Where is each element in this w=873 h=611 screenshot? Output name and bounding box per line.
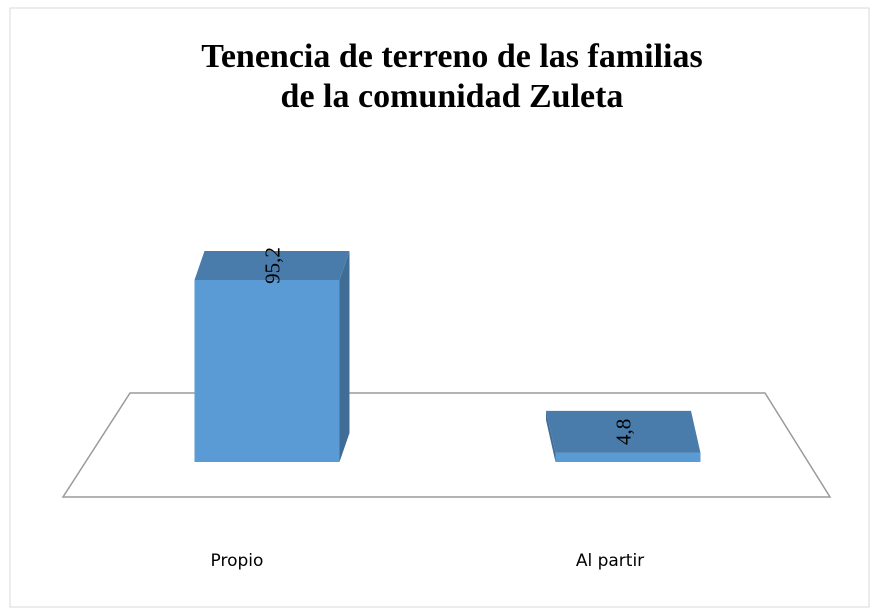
floor — [61, 392, 832, 498]
x-tick-label: Al partir — [576, 551, 644, 571]
bar-top — [194, 251, 350, 280]
bar-side — [545, 410, 556, 462]
bar-front — [194, 280, 340, 462]
value-label: 95,2 — [260, 247, 284, 284]
bar-front — [555, 452, 701, 462]
x-tick-label: Propio — [211, 551, 264, 571]
value-label: 4,8 — [612, 419, 636, 445]
bar — [545, 410, 701, 462]
bar — [194, 251, 350, 462]
bar-top — [545, 410, 701, 453]
chart-title: Tenencia de terreno de las familias de la… — [201, 38, 702, 115]
chart-frame — [9, 7, 870, 608]
bar-side — [339, 251, 350, 462]
